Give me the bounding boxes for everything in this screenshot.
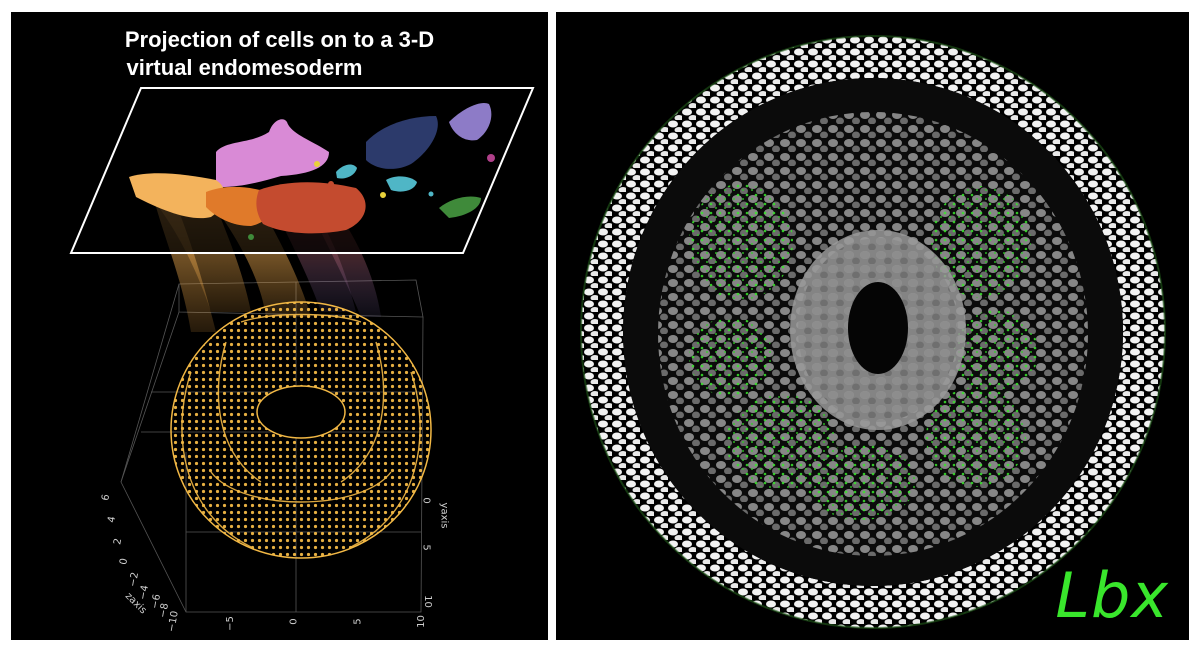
title-line-2: virtual endomesoderm — [126, 55, 363, 80]
y-tick: 10 — [421, 595, 433, 608]
central-lumen — [848, 282, 908, 374]
x-tick: 0 — [288, 618, 300, 625]
cluster-lavender — [449, 102, 492, 141]
projection-graphic — [69, 87, 535, 613]
panel-title: Projection of cells on to a 3-D virtual … — [11, 26, 548, 82]
cluster-red — [256, 182, 366, 234]
yaxis-label: yaxis — [438, 502, 450, 529]
x-tick: −5 — [224, 616, 236, 631]
cluster-green — [439, 196, 481, 218]
x-tick: 5 — [352, 618, 364, 625]
cluster-teal — [386, 176, 417, 192]
cell-clusters — [129, 102, 495, 240]
fluorescence-panel: Lbx — [556, 12, 1189, 640]
lbx-signal — [689, 184, 1038, 520]
y-tick: 0 — [420, 497, 432, 504]
x-tick: 10 — [415, 615, 427, 628]
embryo-micrograph — [556, 12, 1189, 640]
cluster-teal-small — [336, 164, 357, 179]
projection-panel: Projection of cells on to a 3-D virtual … — [11, 12, 548, 640]
gene-label: Lbx — [1055, 559, 1169, 632]
cluster-pink — [216, 119, 329, 188]
cluster-navy — [366, 116, 438, 169]
cluster-light-orange — [129, 173, 226, 219]
y-tick: 5 — [420, 544, 432, 551]
virtual-endomesoderm — [170, 301, 432, 559]
title-line-1: Projection of cells on to a 3-D — [124, 27, 435, 52]
